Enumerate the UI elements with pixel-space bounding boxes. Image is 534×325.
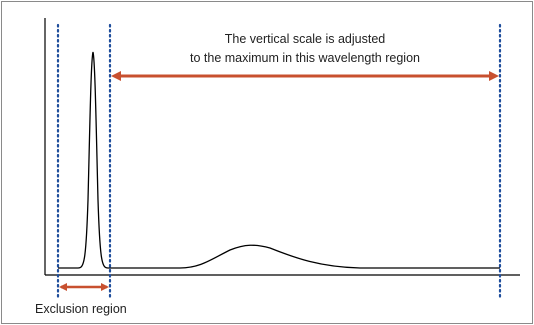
annotation-line-1: The vertical scale is adjusted <box>225 32 386 46</box>
exclusion-region-label: Exclusion region <box>35 302 127 316</box>
spectrum-curve <box>58 51 500 269</box>
annotation-line-2: to the maximum in this wavelength region <box>190 51 420 65</box>
